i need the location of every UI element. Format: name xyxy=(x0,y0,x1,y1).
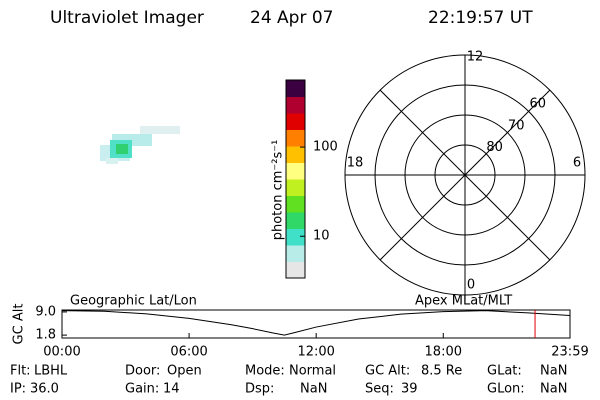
info-value: NaN xyxy=(540,382,567,397)
y-tick-label: 1.8 xyxy=(35,328,56,343)
info-label: Mode: xyxy=(245,364,285,379)
info-label: IP: xyxy=(10,382,26,397)
x-tick-label: 00:00 xyxy=(43,345,80,360)
y-tick-label: 9.0 xyxy=(35,304,56,319)
right-label: Apex MLat/MLT xyxy=(415,294,512,309)
info-value: NaN xyxy=(540,364,567,379)
y-axis-label: GC Alt xyxy=(12,304,27,345)
instrument: Ultraviolet Imager xyxy=(50,8,204,28)
colorbar-label: photon cm⁻²s⁻¹ xyxy=(271,140,286,241)
polar-spoke xyxy=(379,89,551,261)
colorbar-band xyxy=(286,113,305,130)
mlt-label: 0 xyxy=(467,278,475,293)
x-tick-label: 12:00 xyxy=(297,345,334,360)
lat-label: 70 xyxy=(508,118,525,133)
info-label: GLon: xyxy=(487,382,525,397)
colorbar-band xyxy=(286,212,305,229)
info-label: GLat: xyxy=(487,364,522,379)
x-tick-label: 06:00 xyxy=(170,345,207,360)
info-value: 14 xyxy=(163,382,180,397)
info-label: GC Alt: xyxy=(365,364,410,379)
date: 24 Apr 07 xyxy=(250,8,333,28)
colorbar-tick-label: 10 xyxy=(313,229,330,244)
info-value: 36.0 xyxy=(30,382,59,397)
colorbar-band xyxy=(286,179,305,196)
lat-label: 80 xyxy=(486,140,503,155)
x-tick-label: 23:59 xyxy=(551,345,588,360)
aurora-image xyxy=(100,126,180,164)
info-label: Dsp: xyxy=(245,382,274,397)
info-label: Seq: xyxy=(365,382,394,397)
colorbar-band xyxy=(286,96,305,114)
info-value: 39 xyxy=(401,382,418,397)
info-value: Normal xyxy=(289,364,336,379)
mlt-label: 6 xyxy=(573,156,581,171)
colorbar-frame xyxy=(285,79,306,279)
mlt-label: 18 xyxy=(347,156,364,171)
colorbar-band xyxy=(286,195,305,213)
left-label: Geographic Lat/Lon xyxy=(70,294,197,309)
colorbar-band xyxy=(286,146,305,163)
info-value: Open xyxy=(167,364,202,379)
colorbar-tick-label: 100 xyxy=(313,140,338,155)
colorbar-band xyxy=(286,261,305,279)
colorbar-band xyxy=(286,228,305,246)
mlt-label: 12 xyxy=(467,50,484,65)
info-label: Flt: xyxy=(10,364,31,379)
pixel xyxy=(140,126,180,134)
x-tick-label: 18:00 xyxy=(425,345,462,360)
pixel xyxy=(116,144,128,154)
info-value: 8.5 Re xyxy=(421,364,462,379)
altitude-line xyxy=(61,310,570,336)
colorbar-band xyxy=(286,162,305,180)
info-label: Gain: xyxy=(125,382,159,397)
time: 22:19:57 UT xyxy=(428,8,533,28)
colorbar-band xyxy=(286,129,305,147)
pixel xyxy=(106,158,118,164)
colorbar-band xyxy=(286,80,305,97)
lat-label: 60 xyxy=(530,97,547,112)
colorbar-band xyxy=(286,245,305,262)
info-label: Door: xyxy=(125,364,160,379)
info-value: LBHL xyxy=(34,364,68,379)
info-value: NaN xyxy=(300,382,327,397)
